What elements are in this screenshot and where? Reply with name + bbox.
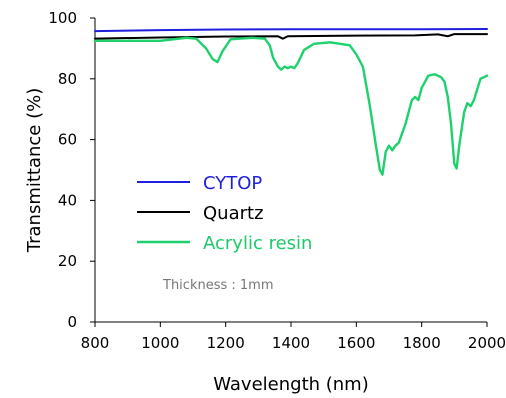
y-axis-title: Transmittance (%) [24,88,45,254]
axes [94,18,487,323]
y-tick-label-20: 20 [58,252,77,270]
y-ticks: 0 20 40 60 80 100 [48,9,95,331]
legend-label-quartz: Quartz [203,203,264,224]
x-tick-label-1000: 1000 [141,334,179,352]
x-ticks: 800 1000 1200 1400 1600 1800 2000 [81,322,506,352]
x-tick-label-2000: 2000 [468,334,506,352]
y-tick-label-80: 80 [58,70,77,88]
y-tick-label-0: 0 [67,313,77,331]
x-tick-label-1200: 1200 [207,334,245,352]
thickness-annotation: Thickness : 1mm [162,278,274,293]
x-tick-label-800: 800 [81,334,110,352]
y-tick-label-60: 60 [58,131,77,149]
series-line-quartz [94,33,488,40]
legend-label-acrylic-resin: Acrylic resin [203,233,312,254]
x-tick-label-1600: 1600 [337,334,375,352]
legend-label-cytop: CYTOP [203,173,262,194]
x-tick-label-1400: 1400 [272,334,310,352]
series-line-acrylic-resin [93,36,489,176]
y-tick-label-40: 40 [58,191,77,209]
legend: CYTOP Quartz Acrylic resin [137,173,312,254]
x-axis-title: Wavelength (nm) [213,374,369,395]
series-lines [93,27,489,176]
series-line-cytop [94,27,488,33]
y-tick-label-100: 100 [48,9,77,27]
x-tick-label-1800: 1800 [403,334,441,352]
